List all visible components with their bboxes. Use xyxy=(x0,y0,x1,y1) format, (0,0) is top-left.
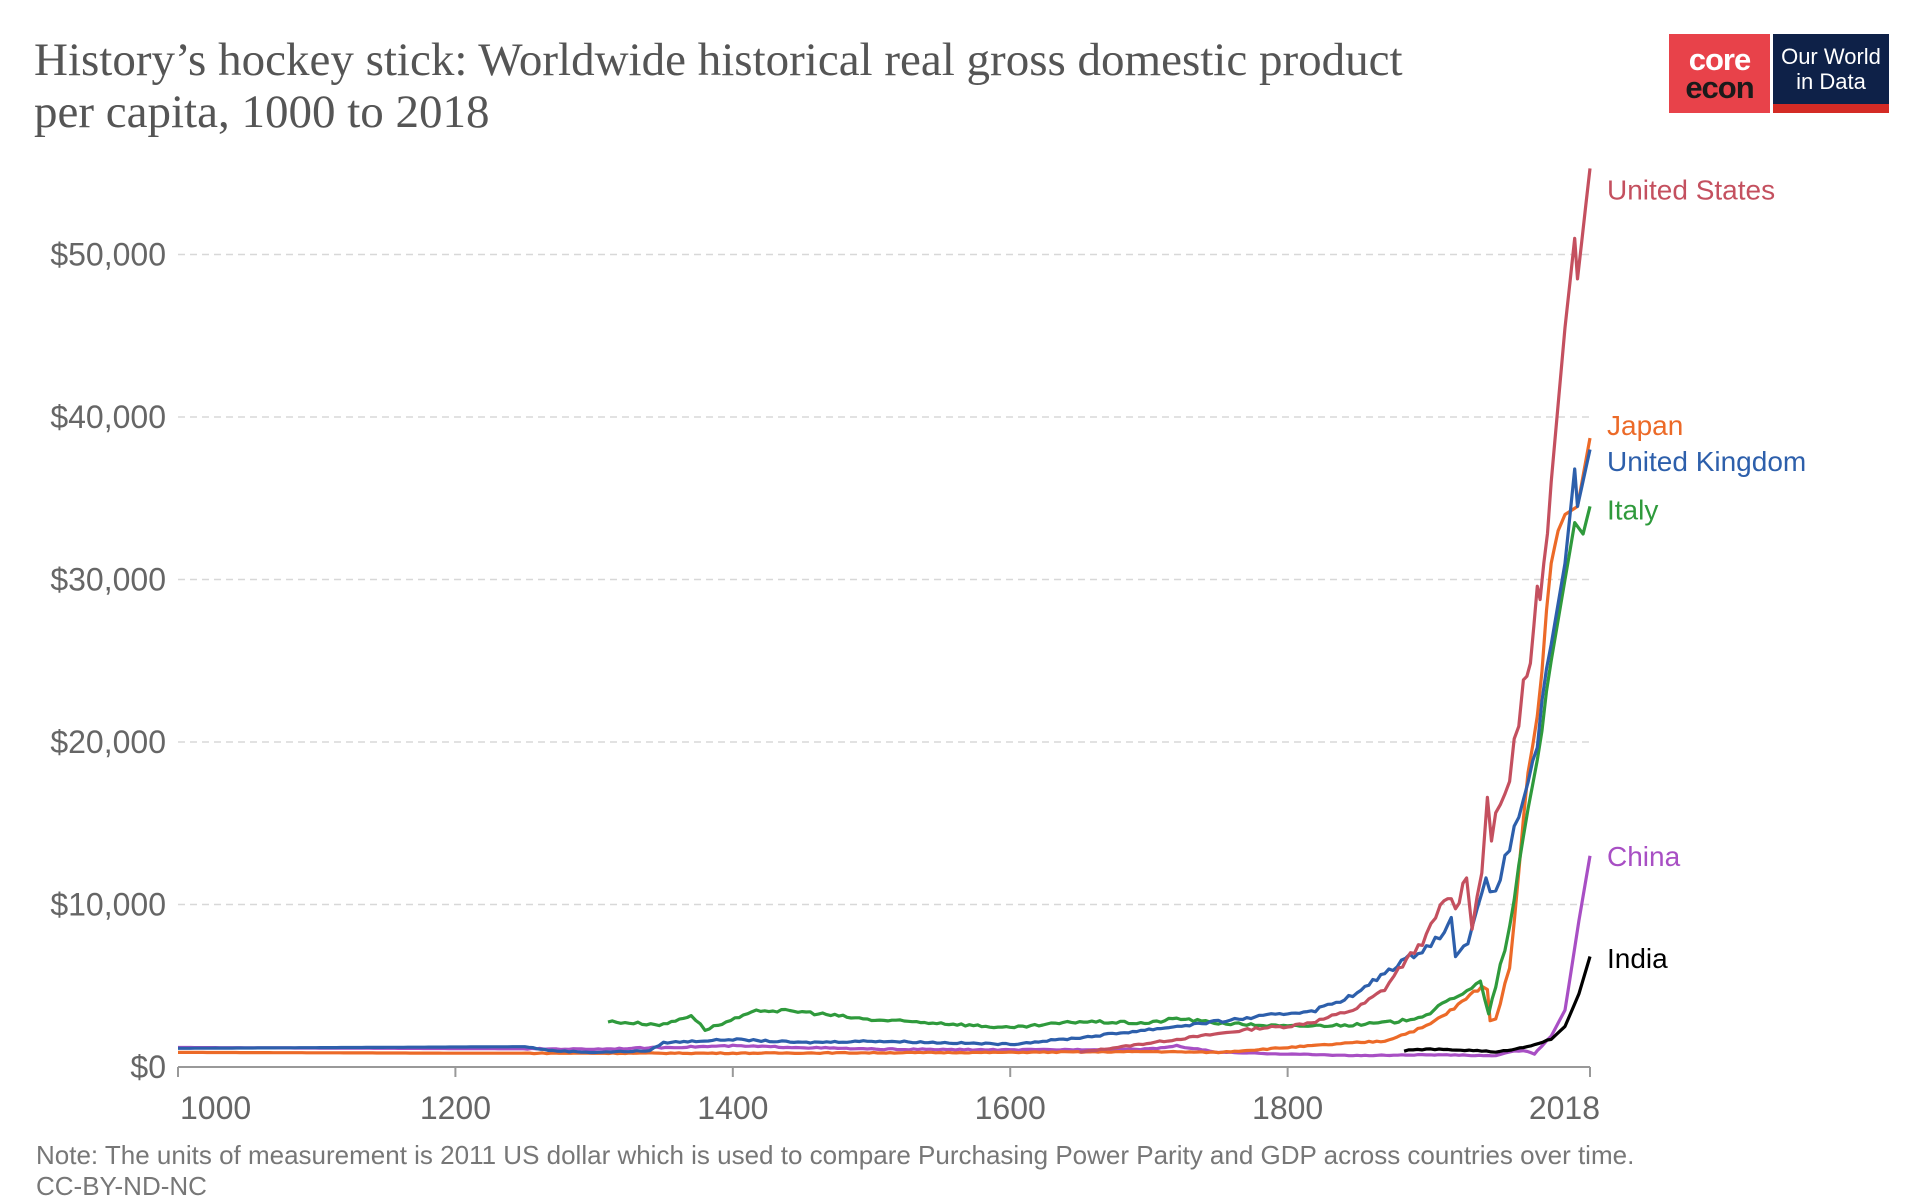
our-world-in-data-logo: Our World in Data xyxy=(1773,34,1889,113)
logo-econ-text: econ xyxy=(1685,69,1754,105)
core-econ-logo: core econ xyxy=(1669,34,1770,113)
series-label-united-states: United States xyxy=(1607,175,1775,206)
x-tick-label: 1400 xyxy=(697,1090,768,1126)
footnote: Note: The units of measurement is 2011 U… xyxy=(36,1140,1634,1202)
series-label-china: China xyxy=(1607,841,1681,872)
chart-title-line2: per capita, 1000 to 2018 xyxy=(34,86,490,138)
series-label-japan: Japan xyxy=(1607,410,1683,441)
series-line-india xyxy=(1403,956,1592,1054)
series-line-united-states xyxy=(1079,168,1592,1054)
x-tick-label: 1200 xyxy=(420,1090,491,1126)
y-tick-label: $30,000 xyxy=(50,562,166,598)
series-label-india: India xyxy=(1607,943,1668,974)
y-tick-label: $20,000 xyxy=(50,724,166,760)
chart-title-line1: History’s hockey stick: Worldwide histor… xyxy=(34,34,1403,86)
note-text: Note: The units of measurement is 2011 U… xyxy=(36,1140,1635,1170)
y-tick-label: $40,000 xyxy=(50,399,166,435)
series-label-italy: Italy xyxy=(1607,495,1658,526)
x-tick-label: 1000 xyxy=(180,1090,251,1126)
series-line-italy xyxy=(607,506,1592,1033)
y-tick-label: $0 xyxy=(130,1049,166,1085)
chart-title: History’s hockey stick: Worldwide histor… xyxy=(34,34,1634,138)
series-line-china xyxy=(178,855,1592,1058)
x-tick-label: 1800 xyxy=(1252,1090,1323,1126)
logo-owid-line2: in Data xyxy=(1796,69,1866,94)
y-tick-label: $10,000 xyxy=(50,887,166,923)
logo-core-text: core xyxy=(1688,41,1751,77)
y-tick-label: $50,000 xyxy=(50,237,166,273)
license-text: CC-BY-ND-NC xyxy=(36,1171,207,1201)
x-tick-label: 2018 xyxy=(1529,1090,1600,1126)
logo: core econ Our World in Data xyxy=(1669,34,1889,113)
x-tick-label: 1600 xyxy=(975,1090,1046,1126)
series-label-united-kingdom: United Kingdom xyxy=(1607,446,1806,477)
series-line-japan xyxy=(178,437,1592,1056)
series-line-united-kingdom xyxy=(178,449,1592,1055)
logo-owid-line1: Our World xyxy=(1781,44,1881,69)
